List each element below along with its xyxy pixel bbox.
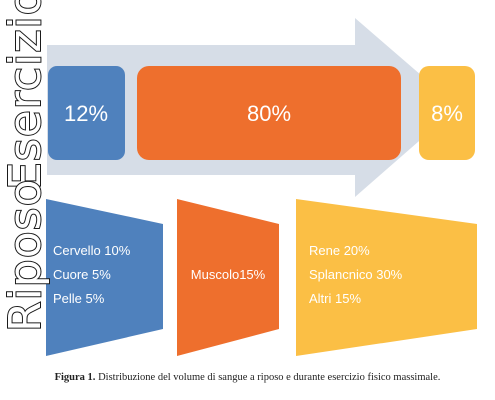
exercise-brain-box	[48, 66, 125, 160]
rest-label-wrap: Riposo	[0, 178, 52, 334]
rest-right-line-1: Rene 20%	[309, 243, 370, 258]
rest-right-line-2: Splancnico 30%	[309, 267, 403, 282]
rest-middle-text: Muscolo15%	[191, 267, 266, 282]
exercise-muscle-box	[137, 66, 401, 160]
rest-label: Riposo	[0, 178, 52, 334]
exercise-label-wrap: Esercizio	[0, 0, 52, 191]
rest-left-line-2: Cuore 5%	[53, 267, 111, 282]
rest-left-trapezoid	[46, 199, 163, 356]
rest-left-line-3: Pelle 5%	[53, 291, 105, 306]
figure-caption-label: Figura 1.	[54, 372, 96, 383]
exercise-other-value: 8%	[431, 101, 463, 126]
rest-left-line-1: Cervello 10%	[53, 243, 131, 258]
figure-caption: Figura 1. Distribuzione del volume di sa…	[0, 372, 495, 383]
exercise-brain-value: 12%	[64, 101, 108, 126]
rest-middle-trapezoid	[177, 199, 279, 356]
rest-right-line-3: Altri 15%	[309, 291, 361, 306]
exercise-label: Esercizio	[0, 0, 52, 191]
exercise-other-box	[419, 66, 475, 160]
rest-right-trapezoid	[296, 199, 477, 356]
figure-caption-text: Distribuzione del volume di sangue a rip…	[95, 372, 441, 383]
exercise-muscle-value: 80%	[247, 101, 291, 126]
